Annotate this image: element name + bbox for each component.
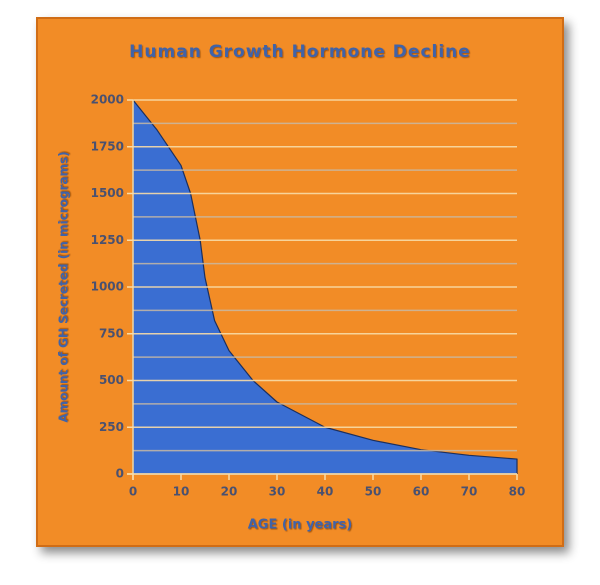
- y-axis-label: Amount of GH Secreted (in micrograms): [57, 151, 71, 422]
- y-tick-label: 750: [99, 326, 124, 340]
- y-tick-label: 500: [99, 373, 124, 387]
- x-tick-label: 80: [509, 485, 526, 499]
- chart-title: Human Growth Hormone Decline: [129, 42, 471, 62]
- y-tick-label: 1000: [91, 280, 124, 294]
- y-tick-label: 1500: [91, 186, 124, 200]
- x-tick-label: 0: [129, 485, 137, 499]
- x-tick-label: 70: [461, 485, 478, 499]
- x-axis-label: AGE (in years): [248, 518, 352, 533]
- x-tick-label: 40: [317, 485, 334, 499]
- y-tick-label: 250: [99, 420, 124, 434]
- y-tick-label: 1250: [91, 233, 124, 247]
- y-tick-label: 0: [116, 467, 124, 481]
- x-tick-label: 60: [413, 485, 430, 499]
- y-tick-label: 1750: [91, 139, 124, 153]
- x-tick-label: 50: [365, 485, 382, 499]
- x-tick-label: 30: [269, 485, 286, 499]
- x-tick-label: 10: [173, 485, 190, 499]
- y-tick-label: 2000: [91, 93, 124, 107]
- x-tick-label: 20: [221, 485, 238, 499]
